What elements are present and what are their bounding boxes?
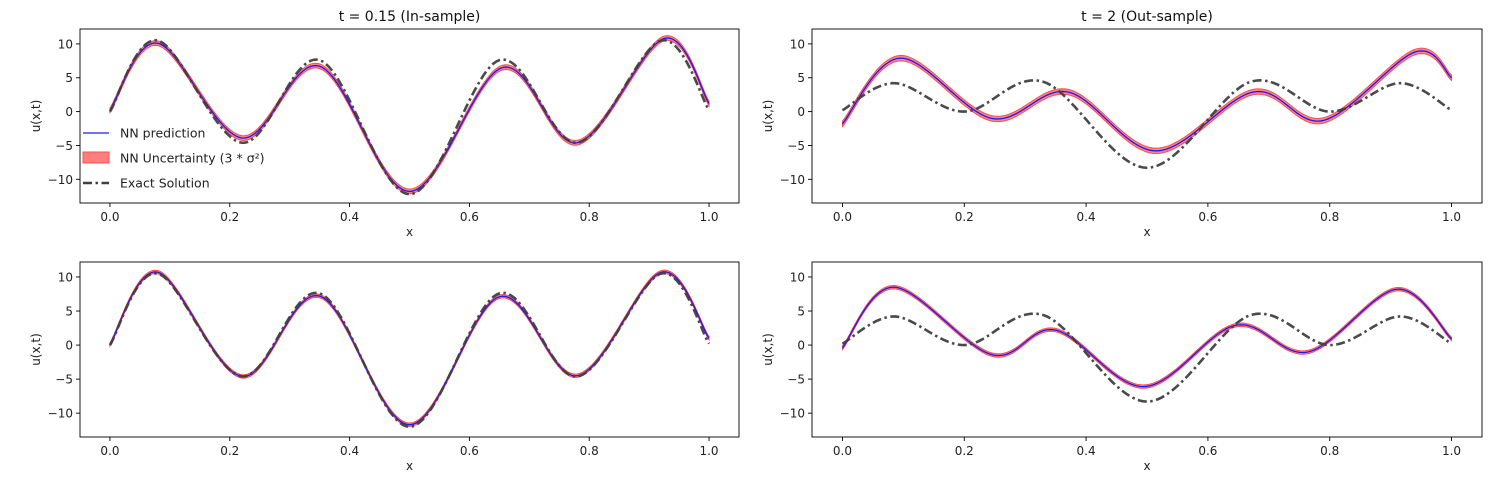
y-tick-label: −10 <box>48 173 73 187</box>
x-tick-label: 0.8 <box>1320 210 1339 224</box>
x-tick-label: 0.0 <box>100 210 119 224</box>
x-axis-label: x <box>1143 225 1150 239</box>
uncertainty-band <box>841 284 1453 389</box>
subplot-title: t = 0.15 (In-sample) <box>339 9 481 25</box>
axes-frame <box>811 28 1483 204</box>
y-tick-label: 5 <box>797 71 805 85</box>
legend-swatch-uncertainty <box>82 151 110 164</box>
y-axis-label: u(x,t) <box>761 100 775 133</box>
nn-prediction-line <box>841 286 1453 388</box>
x-axis-label: x <box>406 225 413 239</box>
axes-frame <box>79 28 740 204</box>
axes-frame <box>79 261 740 438</box>
x-tick-label: 1.0 <box>699 444 718 458</box>
uncertainty-band <box>109 269 710 427</box>
y-tick-label: 5 <box>797 305 805 319</box>
y-tick-label: 5 <box>65 71 73 85</box>
x-tick-label: 0.4 <box>340 444 359 458</box>
plot-area <box>108 35 711 196</box>
x-tick-label: 0.8 <box>580 444 599 458</box>
y-axis-label: u(x,t) <box>29 100 43 133</box>
x-tick-label: 0.2 <box>955 210 974 224</box>
y-tick-label: −10 <box>780 407 805 421</box>
plot-area <box>841 284 1453 403</box>
y-tick-label: 0 <box>797 339 805 353</box>
y-axis-label: u(x,t) <box>761 333 775 366</box>
y-tick-label: 0 <box>797 105 805 119</box>
x-tick-label: 0.6 <box>460 444 479 458</box>
x-tick-label: 0.4 <box>340 210 359 224</box>
y-axis-label: u(x,t) <box>29 333 43 366</box>
x-tick-label: 1.0 <box>699 210 718 224</box>
y-tick-label: 10 <box>58 270 73 284</box>
x-tick-label: 0.4 <box>1077 210 1096 224</box>
axes-frame <box>811 261 1483 438</box>
y-tick-label: 5 <box>65 305 73 319</box>
x-tick-label: 0.0 <box>833 210 852 224</box>
subplot-title: t = 2 (Out-sample) <box>1081 9 1213 25</box>
y-tick-label: −10 <box>780 173 805 187</box>
subplot-3: 0.0 0.2 0.4 0.6 0.8 1.0 −10 −5 0 5 10 x u(x,t) <box>29 261 740 473</box>
x-tick-label: 0.6 <box>460 210 479 224</box>
y-tick-label: 10 <box>790 270 805 284</box>
x-tick-label: 0.6 <box>1198 210 1217 224</box>
x-axis-label: x <box>406 459 413 473</box>
y-tick-label: 10 <box>790 37 805 51</box>
subplot-2: 0.0 0.2 0.4 0.6 0.8 1.0 −10 −5 0 5 10 x u(x,t) t = 2 … <box>761 9 1483 239</box>
nn-prediction-line <box>841 50 1452 152</box>
x-tick-label: 1.0 <box>1442 444 1461 458</box>
legend-entry-label: Exact Solution <box>120 176 210 191</box>
x-tick-label: 0.6 <box>1198 444 1217 458</box>
exact-solution-line <box>108 38 711 196</box>
exact-solution-line <box>108 271 711 429</box>
subplot-4: 0.0 0.2 0.4 0.6 0.8 1.0 −10 −5 0 5 10 x u(x,t) <box>761 261 1483 473</box>
y-tick-label: −5 <box>55 373 73 387</box>
plot-area <box>108 269 711 429</box>
x-tick-label: 0.8 <box>1320 444 1339 458</box>
y-tick-label: −5 <box>787 139 805 153</box>
exact-solution-line <box>841 312 1453 403</box>
x-axis-label: x <box>1143 459 1150 473</box>
x-tick-label: 0.4 <box>1077 444 1096 458</box>
x-tick-label: 0.2 <box>955 444 974 458</box>
exact-solution-line <box>841 79 1453 170</box>
x-tick-label: 0.2 <box>220 444 239 458</box>
y-tick-label: 0 <box>65 339 73 353</box>
y-tick-label: −10 <box>48 407 73 421</box>
x-tick-label: 0.0 <box>100 444 119 458</box>
legend-entry-label: NN prediction <box>120 126 205 141</box>
subplot-1: 0.0 0.2 0.4 0.6 0.8 1.0 −10 −5 0 5 10 x u(x,t) t = 0.… <box>29 9 740 239</box>
y-tick-label: 0 <box>65 105 73 119</box>
x-tick-label: 0.8 <box>580 210 599 224</box>
y-tick-label: −5 <box>787 373 805 387</box>
x-tick-label: 1.0 <box>1442 210 1461 224</box>
legend-entry-label: NN Uncertainty (3 * σ²) <box>120 151 265 166</box>
y-tick-label: 10 <box>58 37 73 51</box>
x-tick-label: 0.2 <box>220 210 239 224</box>
x-tick-label: 0.0 <box>833 444 852 458</box>
y-tick-label: −5 <box>55 139 73 153</box>
plot-area <box>841 47 1453 170</box>
legend: NN prediction NN Uncertainty (3 * σ²) Exac… <box>82 126 265 191</box>
